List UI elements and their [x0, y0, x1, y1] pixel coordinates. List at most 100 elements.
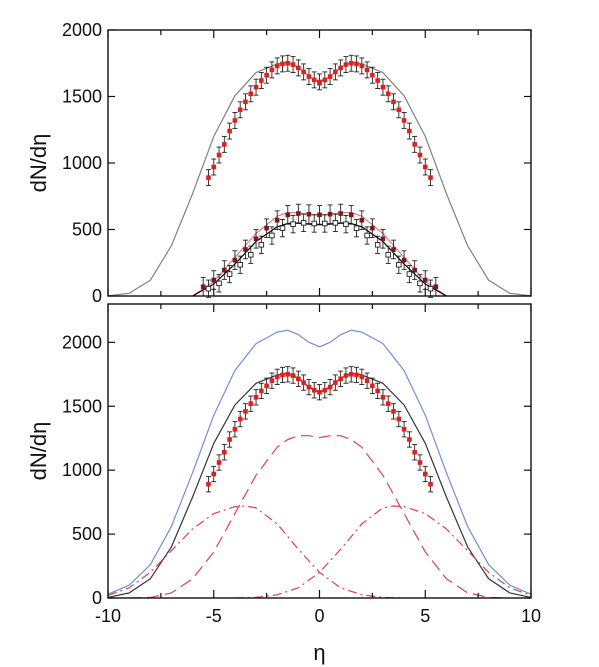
series-5-point: [232, 257, 238, 263]
series-5-point: [274, 217, 280, 223]
series-5-point: [253, 236, 259, 242]
x-tick-label: -5: [206, 606, 222, 626]
series-2-point: [280, 372, 285, 378]
series-1-point: [375, 78, 380, 83]
series-2-point: [327, 384, 333, 390]
y-tick-label: 1000: [62, 153, 102, 173]
series-6-point: [311, 220, 317, 227]
series-2-point: [259, 388, 264, 394]
y-tick-label: 0: [92, 286, 102, 306]
series-1-point: [259, 78, 264, 83]
series-2-point: [364, 378, 370, 383]
top-panel: 0 500 1000 1500 2000 dN/dη: [26, 20, 532, 306]
series-2-point: [243, 409, 248, 414]
series-6-point: [226, 271, 233, 277]
series-6-point: [364, 232, 370, 239]
series-5-point: [380, 236, 386, 242]
series-5-point: [401, 257, 407, 263]
series-2-point: [417, 460, 423, 465]
y-tick-label: 2000: [62, 20, 102, 40]
series-6-point: [353, 225, 360, 231]
series-6-point: [300, 220, 307, 226]
series-1-point: [306, 74, 312, 79]
series-2-point: [333, 380, 338, 385]
series-5-point: [243, 247, 248, 252]
series-2-point: [412, 449, 417, 455]
series-5-point: [327, 211, 333, 217]
bottom-panel: 0 500 1000 1500 2000 -10 -5 0 5 10 dN/dη η: [26, 303, 541, 665]
series-2-point: [232, 426, 238, 432]
series-2-point: [222, 449, 227, 455]
series-5-point: [391, 247, 396, 252]
series-6-point: [216, 280, 222, 287]
series-1-point: [264, 72, 269, 78]
series-2-point: [322, 387, 328, 393]
series-2-point: [290, 373, 296, 378]
series-1-point: [322, 77, 328, 83]
series-2-point: [396, 416, 402, 422]
series-2-point: [407, 437, 412, 442]
series-2-point: [343, 373, 349, 378]
series-1-point: [296, 65, 301, 71]
y-tick-label: 1500: [62, 87, 102, 107]
y-tick-label: 0: [92, 588, 102, 608]
y-axis-label: dN/dη: [26, 134, 51, 193]
series-5-point: [296, 211, 301, 216]
series-5-point: [285, 212, 291, 218]
series-2-point: [216, 460, 222, 465]
series-6-point: [205, 285, 212, 292]
series-1-point: [280, 61, 285, 67]
series-2-point: [317, 389, 322, 395]
series-2-point: [264, 383, 269, 389]
series-1-point: [285, 60, 291, 66]
series-1-point: [338, 65, 343, 71]
series-1-point: [290, 62, 296, 67]
series-1-point: [243, 99, 248, 105]
series-3-line: [129, 435, 510, 599]
series-2-point: [211, 471, 217, 477]
series-1-point: [364, 67, 370, 73]
series-2-point: [227, 437, 232, 442]
series-6-point: [258, 242, 265, 248]
series-1-point: [216, 152, 222, 158]
series-0-line: [107, 329, 532, 595]
series-5-point: [306, 211, 312, 217]
plot-frame: [107, 303, 532, 599]
series-5-point: [222, 267, 227, 273]
series-6-point: [237, 261, 243, 268]
x-tick-label: 0: [314, 606, 324, 626]
series-1-line: [107, 373, 532, 598]
series-1-point: [274, 63, 280, 69]
y-tick-label: 2000: [62, 332, 102, 352]
series-2-point: [422, 471, 428, 477]
series-6-point: [269, 232, 275, 239]
series-2-point: [306, 384, 312, 390]
series-1-point: [333, 69, 338, 75]
series-1-point: [354, 61, 359, 67]
series-1-point: [248, 91, 254, 97]
series-1-point: [407, 128, 412, 134]
y-axis-label: dN/dη: [26, 422, 51, 481]
series-6-point: [248, 252, 254, 258]
series-1-point: [206, 175, 211, 180]
series-5-point: [200, 284, 206, 289]
series-2-point: [338, 376, 343, 382]
series-6-point: [406, 271, 413, 277]
series-1-point: [370, 72, 375, 78]
series-2-point: [274, 374, 280, 380]
series-4-line: [107, 505, 405, 599]
y-tick-label: 1000: [62, 460, 102, 480]
series-1-point: [327, 74, 333, 79]
series-1-point: [253, 84, 259, 90]
series-1-point: [396, 107, 402, 113]
series-1-point: [385, 91, 391, 97]
y-tick-label: 1500: [62, 396, 102, 416]
series-1-point: [417, 152, 423, 158]
series-2-point: [348, 372, 354, 377]
series-1-point: [401, 118, 407, 123]
x-tick-label: 10: [521, 606, 541, 626]
series-2-point: [301, 380, 306, 385]
series-6-point: [343, 221, 349, 227]
series-6-point: [427, 285, 434, 292]
series-2-point: [317, 80, 322, 86]
